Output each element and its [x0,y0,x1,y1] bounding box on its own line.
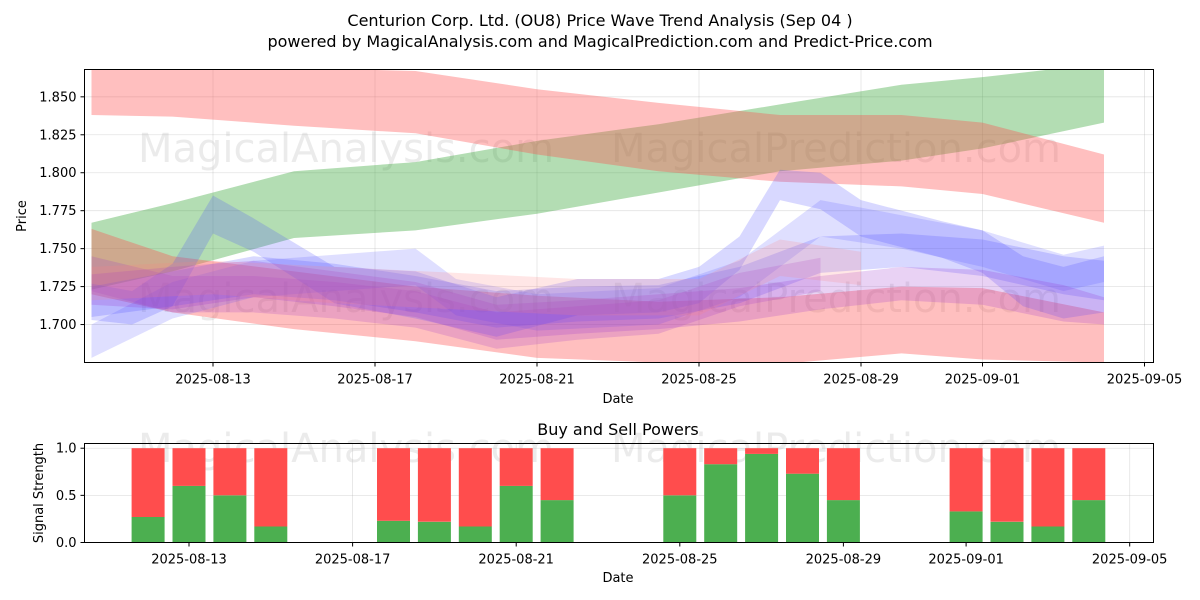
power-bars [131,448,1106,543]
price-frame [84,69,1154,363]
price-x-tick-label: 2025-08-25 [661,373,737,388]
price-x-label: Date [602,392,633,407]
power-x-ticks: 2025-08-13 2025-08-17 2025-08-21 2025-08-25… [151,542,1168,568]
red-upper-band [91,69,1104,223]
green-upper-band [91,69,1104,290]
blue-band-3 [91,200,1104,358]
sell-bar [213,448,247,496]
buy-bar [213,495,247,543]
buy-bar [1031,526,1065,543]
red-lower-band [91,228,1104,363]
watermark-left-lower: MagicalAnalysis.com [138,276,554,322]
power-y-label: Signal Strength [32,443,47,543]
power-x-tick-label: 2025-08-17 [315,553,391,568]
buy-bar [377,520,410,543]
sell-bar [458,448,492,527]
buy-bar [499,485,533,543]
price-x-ticks: 2025-08-13 2025-08-17 2025-08-21 2025-08-25… [175,362,1183,388]
price-y-tick-label: 1.700 [39,318,76,333]
power-x-tick-label: 2025-08-29 [806,553,882,568]
buy-bar [417,521,451,543]
pink-band [91,239,861,316]
sell-bar [254,448,288,527]
price-x-tick-label: 2025-08-13 [175,373,251,388]
buy-bar [254,526,288,543]
price-y-tick-label: 1.850 [39,90,76,105]
price-x-tick-label: 2025-08-21 [499,373,575,388]
watermark-right: MagicalPrediction.com [611,126,1061,172]
purple-band-2 [91,256,821,349]
buy-bar [990,521,1024,543]
sell-bar [990,448,1024,522]
sell-bar [499,448,533,486]
blue-band-2 [91,233,1104,328]
sell-bar [1031,448,1065,527]
power-frame [84,443,1154,543]
sell-bar [826,448,860,501]
buy-bar [540,500,574,543]
power-panel-title: Buy and Sell Powers [537,420,699,439]
sell-bar [949,448,983,512]
power-x-tick-label: 2025-08-21 [478,553,554,568]
buy-bar [172,485,206,543]
price-x-tick-label: 2025-08-17 [337,373,413,388]
buy-bar [131,517,165,543]
price-x-tick-label: 2025-09-05 [1107,373,1183,388]
purple-band-1 [91,260,1104,340]
watermark-right-lower: MagicalPrediction.com [611,276,1061,322]
price-x-tick-label: 2025-08-29 [823,373,899,388]
price-panel: MagicalAnalysis.com MagicalPrediction.co… [15,69,1183,407]
sell-bar [540,448,574,501]
sell-bar [172,448,206,486]
price-y-tick-label: 1.825 [39,128,76,143]
price-y-ticks: 1.700 1.725 1.750 1.775 1.800 1.825 1.850 [39,90,85,333]
price-x-tick-label: 2025-09-01 [945,373,1021,388]
power-y-tick-label: 0.0 [56,536,77,551]
buy-bar [704,464,738,543]
buy-bar [786,473,819,543]
power-x-tick-label: 2025-08-13 [151,553,227,568]
chart-title: Centurion Corp. Ltd. (OU8) Price Wave Tr… [347,11,852,30]
blue-band-1 [91,169,1104,337]
power-x-tick-label: 2025-09-01 [928,553,1004,568]
sell-bar [377,448,410,521]
sell-bar [704,448,738,465]
price-bands [91,69,1104,363]
power-y-tick-label: 0.5 [56,489,77,504]
buy-bar [1072,500,1106,543]
buy-bar [745,453,779,543]
buy-bar [826,500,860,543]
buy-bar [949,511,983,543]
watermark-left: MagicalAnalysis.com [138,126,554,172]
sell-bar [663,448,697,496]
chart-subtitle: powered by MagicalAnalysis.com and Magic… [267,32,932,51]
sell-bar [745,448,779,454]
power-y-ticks: 0.0 0.5 1.0 [56,442,85,551]
price-y-tick-label: 1.800 [39,166,76,181]
power-x-tick-label: 2025-09-05 [1092,553,1168,568]
price-y-tick-label: 1.725 [39,280,76,295]
sell-bar [417,448,451,522]
buy-bar [458,526,492,543]
price-grid [84,69,1154,363]
buy-bar [663,495,697,543]
sell-bar [131,448,165,517]
power-x-tick-label: 2025-08-25 [642,553,718,568]
price-y-label: Price [15,200,30,232]
power-panel: Buy and Sell Powers MagicalAnalysis.com … [32,420,1167,586]
sell-bar [786,448,819,474]
price-y-tick-label: 1.750 [39,242,76,257]
power-y-tick-label: 1.0 [56,442,77,457]
price-y-tick-label: 1.775 [39,204,76,219]
sell-bar [1072,448,1106,501]
power-x-label: Date [602,571,633,586]
